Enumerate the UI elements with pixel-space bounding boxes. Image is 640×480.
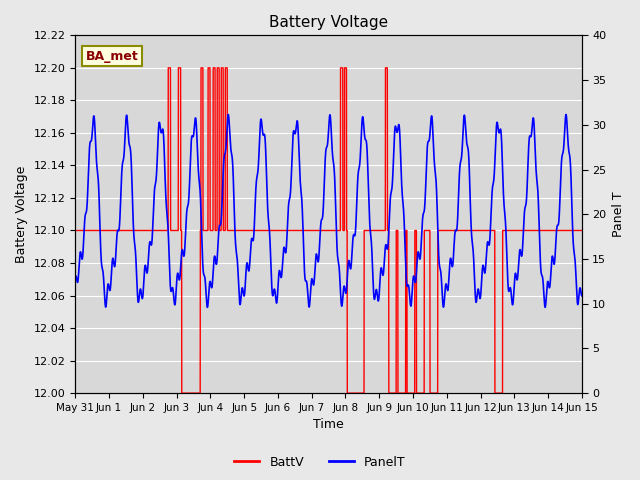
Text: BA_met: BA_met — [85, 49, 138, 63]
X-axis label: Time: Time — [313, 419, 344, 432]
Y-axis label: Battery Voltage: Battery Voltage — [15, 166, 28, 263]
Legend: BattV, PanelT: BattV, PanelT — [229, 451, 411, 474]
Y-axis label: Panel T: Panel T — [612, 192, 625, 237]
Title: Battery Voltage: Battery Voltage — [269, 15, 388, 30]
